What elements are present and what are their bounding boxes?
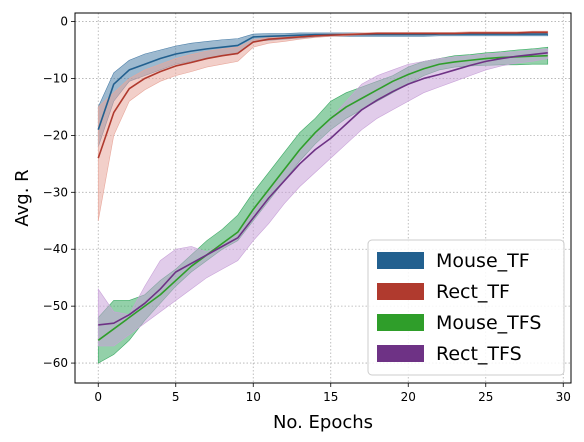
y-tick-label: −40 xyxy=(43,242,68,256)
x-tick-label: 15 xyxy=(323,390,338,404)
x-tick-label: 25 xyxy=(478,390,493,404)
legend-box xyxy=(367,239,565,376)
axis-ticks: 0 5 10 15 20 25 30 0 −10 −20 −30 −40 −50 −60 xyxy=(43,15,571,404)
legend-label: Mouse_TF xyxy=(436,250,530,272)
y-tick-label: −30 xyxy=(43,185,68,199)
legend-swatch xyxy=(377,252,424,269)
plot-frame xyxy=(74,12,572,384)
line-mouse-tfs xyxy=(97,54,548,341)
line-rect-tf xyxy=(97,31,548,159)
legend-swatch xyxy=(377,314,424,331)
legend-swatch xyxy=(377,283,424,300)
x-tick-label: 0 xyxy=(94,390,102,404)
legend-label: Rect_TF xyxy=(436,281,510,303)
band-rect-tfs xyxy=(97,48,549,347)
y-tick-label: −60 xyxy=(43,356,68,370)
legend: Mouse_TF Rect_TF Mouse_TFS Rect_TFS xyxy=(367,239,565,376)
line-rect-tfs xyxy=(98,52,548,326)
y-tick-label: −50 xyxy=(43,299,68,313)
x-axis-title: No. Epochs xyxy=(273,412,373,433)
x-tick-label: 30 xyxy=(556,390,571,404)
legend-label: Rect_TFS xyxy=(436,343,522,365)
y-tick-label: −10 xyxy=(43,71,68,85)
x-tick-label: 10 xyxy=(246,390,261,404)
line-mouse-tf xyxy=(97,33,548,130)
y-axis-title: Avg. R xyxy=(12,169,33,226)
y-tick-label: 0 xyxy=(60,15,68,29)
series-lines xyxy=(97,31,548,341)
y-tick-label: −20 xyxy=(43,128,68,142)
legend-label: Mouse_TFS xyxy=(436,312,541,334)
x-tick-label: 5 xyxy=(172,390,180,404)
legend-swatch xyxy=(377,345,424,362)
x-tick-label: 20 xyxy=(401,390,416,404)
